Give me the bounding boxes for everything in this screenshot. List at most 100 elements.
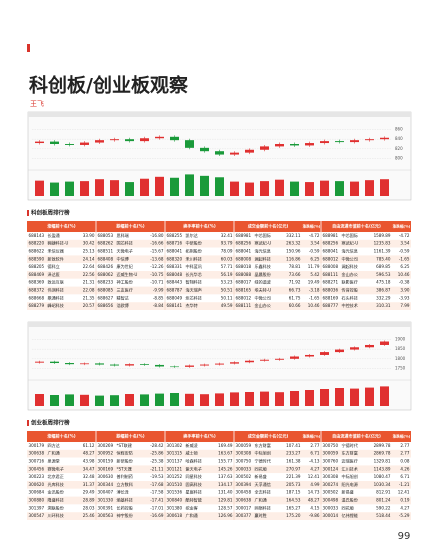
table-cell: 301380 xyxy=(167,505,183,510)
candle-body xyxy=(170,366,179,368)
table-cell: 596.53 xyxy=(376,272,391,277)
candle-body xyxy=(245,149,254,153)
table-cell: 301121 xyxy=(167,466,183,471)
volume-bar xyxy=(155,176,164,196)
table-cell: 致远互联 xyxy=(48,279,64,285)
candle-body xyxy=(290,356,299,359)
table-cell: 天微电子 xyxy=(117,248,133,254)
table-cell: -1.21 xyxy=(399,482,410,487)
table-cell: 688141 xyxy=(167,303,183,308)
group-header: 涨幅前十名(%) xyxy=(47,223,75,229)
table-cell: 688165 xyxy=(236,288,252,293)
table-cell: 300344 xyxy=(98,482,114,487)
table-cell: 川环科技 xyxy=(48,512,64,518)
table-cell: 29.49 xyxy=(83,490,95,495)
table-cell: 164.53 xyxy=(286,498,301,503)
y-tick-label: 1800 xyxy=(395,356,406,361)
table-cell: 688981 xyxy=(236,233,252,238)
candle-body xyxy=(200,147,209,152)
table-cell: 48.27 xyxy=(83,451,95,456)
candle-body xyxy=(50,361,59,364)
table-cell: 73.66 xyxy=(289,272,301,277)
volume-bar xyxy=(290,391,299,406)
table-cell: 精智达 xyxy=(117,294,129,300)
table-cell: 溥长泽 xyxy=(117,489,129,495)
table-cell: 1080.47 xyxy=(374,474,391,479)
volume-bar xyxy=(260,181,269,196)
table-cell: -5.29 xyxy=(399,513,410,518)
table-cell: 301397 xyxy=(29,505,45,510)
table-cell: 688668 xyxy=(29,295,45,300)
table-cell: 3.90 xyxy=(400,288,410,293)
table-cell: 4.15 xyxy=(310,505,320,510)
table-cell: 688469 xyxy=(29,272,45,277)
table-cell: 301536 xyxy=(167,490,183,495)
volume-bar xyxy=(170,177,179,196)
table-cell: 688627 xyxy=(98,295,114,300)
table-cell: 6.25 xyxy=(400,264,410,269)
candle-body xyxy=(350,140,359,143)
table-cell: 海光信息 xyxy=(255,248,271,254)
table-cell: 隆盛科技 xyxy=(48,497,64,503)
candle-body xyxy=(215,151,224,155)
marker xyxy=(27,44,30,52)
table-cell: 688279 xyxy=(29,303,45,308)
table-cell: 3.54 xyxy=(310,241,320,246)
table-cell: 新研股份 xyxy=(117,458,133,464)
volume-bar xyxy=(245,392,254,406)
candle-body xyxy=(260,359,269,361)
table-cell: 长光华芯 xyxy=(186,271,202,277)
table-cell: 300502 xyxy=(323,490,339,495)
table-cell: 66.73 xyxy=(289,288,301,293)
table-cell: 6.71 xyxy=(400,474,410,479)
table-cell: 93.79 xyxy=(221,241,233,246)
table-cell: 300880 xyxy=(29,498,45,503)
table-cell: -17.41 xyxy=(150,498,164,503)
table-cell: -4.72 xyxy=(399,233,410,238)
table-cell: 海天瑞声 xyxy=(186,287,202,293)
table-cell: 30.42 xyxy=(83,241,95,246)
table-cell: 34.47 xyxy=(83,466,95,471)
table-cell: 688262 xyxy=(98,241,114,246)
table-cell: 哈森科技 xyxy=(186,458,202,464)
table-cell: 思科瑞 xyxy=(117,232,129,238)
table-row xyxy=(27,239,411,248)
table-cell: 寒武纪-U xyxy=(255,240,272,246)
table-cell: 石头科技 xyxy=(342,294,358,300)
table-cell: -12.26 xyxy=(150,264,164,269)
table-cell: -1.65 xyxy=(309,295,320,300)
table-cell: 688716 xyxy=(167,241,183,246)
table-cell: 270.97 xyxy=(286,466,301,471)
table-cell: 中研股份 xyxy=(186,240,202,246)
table-cell: 智翔科技 xyxy=(186,279,202,285)
table-cell: 332.11 xyxy=(286,233,301,238)
table-cell: -10.75 xyxy=(150,272,164,277)
table-cell: 169.49 xyxy=(218,443,233,448)
candle-body xyxy=(140,364,149,365)
table-cell: 688012 xyxy=(236,295,252,300)
volume-bar xyxy=(230,392,239,406)
table-row xyxy=(27,247,411,256)
table-cell: 145.26 xyxy=(218,466,233,471)
table-cell: 紫天电子 xyxy=(186,465,202,471)
table-cell: 7.99 xyxy=(400,303,410,308)
table-cell: 神宇股份 xyxy=(117,512,133,518)
table-cell: 新威凌 xyxy=(186,442,198,448)
volume-bar xyxy=(80,394,89,406)
table-cell: 恒辉安防 xyxy=(117,450,133,456)
table-cell: 联影医疗 xyxy=(342,279,358,285)
table-cell: -0.59 xyxy=(309,249,320,254)
table-cell: 688085 xyxy=(98,288,114,293)
table-cell: 689.85 xyxy=(376,264,391,269)
table-cell: 东方财富 xyxy=(342,450,358,456)
table-cell: 60.66 xyxy=(289,303,301,308)
table-cell: 拓荆股份 xyxy=(186,248,202,254)
table-cell: 1161.39 xyxy=(374,249,391,254)
table-cell: 300391 xyxy=(98,505,114,510)
chart-header xyxy=(28,112,411,117)
table-cell: 广和通 xyxy=(48,450,60,456)
table-cell: 688511 xyxy=(98,249,114,254)
table-cell: 温氏股份 xyxy=(342,497,358,503)
volume-bar xyxy=(140,394,149,406)
group-header: 成交金额前十名(亿元) xyxy=(248,223,289,229)
